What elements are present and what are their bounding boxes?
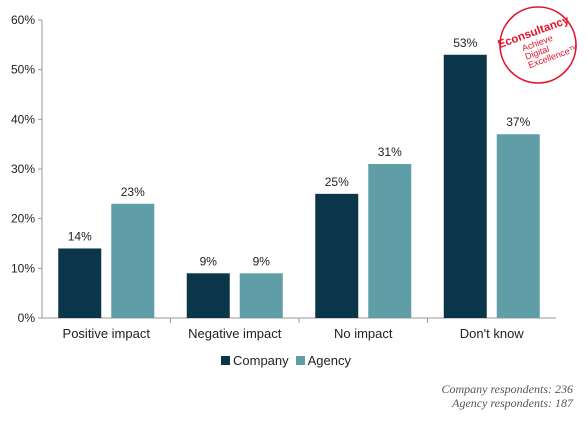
y-tick-label: 30% (11, 162, 35, 176)
x-category-label: Negative impact (188, 326, 282, 341)
legend-swatch-company (221, 356, 230, 365)
y-tick-label: 20% (11, 212, 35, 226)
bar-agency (239, 273, 283, 318)
footnote-company-respondents: Company respondents: 236 (441, 382, 573, 396)
y-tick-label: 40% (11, 112, 35, 126)
data-label-agency: 37% (506, 115, 530, 129)
bar-company (315, 193, 359, 318)
data-label-agency: 9% (253, 254, 271, 268)
legend-label-company: Company (233, 353, 289, 368)
legend-label-agency: Agency (307, 353, 352, 368)
econsultancy-logo: Econsultancy Achieve Digital Excellence™ (497, 6, 579, 84)
bar-agency (111, 203, 155, 318)
bar-company (58, 248, 102, 318)
y-tick-label: 50% (11, 63, 35, 77)
bar-agency (368, 164, 412, 318)
data-label-agency: 31% (378, 145, 402, 159)
data-label-company: 14% (68, 229, 92, 243)
x-category-label: Positive impact (63, 326, 151, 341)
bar-company (186, 273, 230, 318)
legend-item-company: Company (221, 353, 289, 368)
x-category-label: No impact (334, 326, 393, 341)
y-tick-label: 10% (11, 261, 35, 275)
bar-company (443, 54, 487, 319)
y-tick-label: 0% (18, 311, 36, 325)
x-category-label: Don't know (460, 326, 525, 341)
data-label-company: 9% (200, 254, 218, 268)
y-tick-label: 60% (11, 13, 35, 27)
legend-item-agency: Agency (295, 353, 352, 368)
legend-swatch-agency (295, 356, 305, 365)
footnote-agency-respondents: Agency respondents: 187 (452, 396, 573, 410)
bar-agency (496, 134, 540, 318)
data-label-company: 53% (453, 36, 477, 50)
data-label-agency: 23% (121, 185, 145, 199)
data-label-company: 25% (325, 175, 349, 189)
respondents-footnote: Company respondents: 236 Agency responde… (441, 382, 573, 410)
chart-legend: Company Agency (221, 353, 358, 368)
